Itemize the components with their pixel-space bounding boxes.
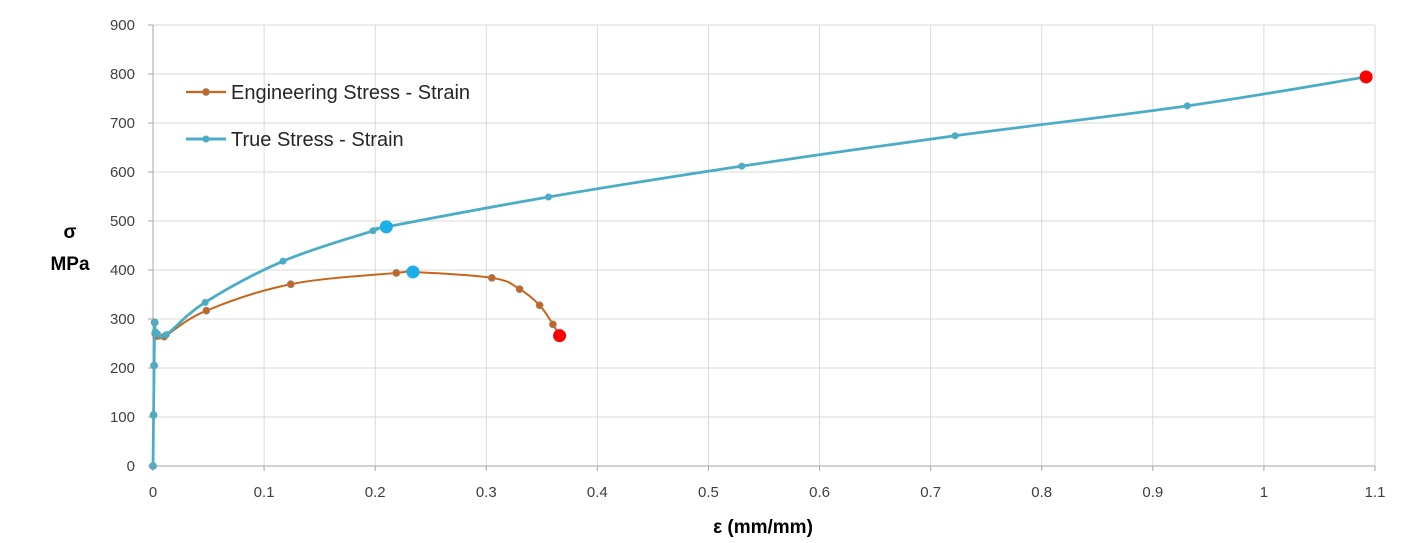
data-point xyxy=(487,273,496,282)
data-point xyxy=(153,330,161,338)
x-axis-title: ε (mm/mm) xyxy=(713,517,813,538)
y-tick-label: 900 xyxy=(110,17,135,34)
x-tick-label: 1.1 xyxy=(1365,484,1386,501)
y-axis-title-symbol: σ xyxy=(64,222,77,243)
x-tick-label: 0.9 xyxy=(1142,484,1163,501)
legend-marker-swatch xyxy=(202,135,210,143)
data-point xyxy=(515,285,524,294)
data-point xyxy=(369,227,377,235)
data-point xyxy=(150,362,158,370)
series-line xyxy=(152,270,561,467)
x-tick-label: 1 xyxy=(1260,484,1268,501)
data-point xyxy=(738,162,746,170)
y-tick-label: 800 xyxy=(110,66,135,83)
y-axis-title-unit: MPa xyxy=(50,254,90,275)
data-point xyxy=(279,257,287,265)
y-tick-label: 400 xyxy=(110,262,135,279)
y-tick-label: 300 xyxy=(110,311,135,328)
legend-item-true: True Stress - Strain xyxy=(186,129,404,151)
x-tick-label: 0.3 xyxy=(476,484,497,501)
x-tick-label: 0.2 xyxy=(365,484,386,501)
max-stress-marker xyxy=(379,220,393,234)
series-1 xyxy=(149,70,1373,470)
legend-marker-swatch xyxy=(202,88,210,96)
legend-item-engineering: Engineering Stress - Strain xyxy=(186,82,470,104)
legend-label-true: True Stress - Strain xyxy=(231,129,404,151)
legend: Engineering Stress - Strain True Stress … xyxy=(186,82,470,151)
x-tick-label: 0.7 xyxy=(920,484,941,501)
fracture-point-marker xyxy=(1359,70,1373,84)
y-tick-label: 700 xyxy=(110,115,135,132)
y-tick-label: 200 xyxy=(110,360,135,377)
data-point xyxy=(151,318,159,326)
data-point xyxy=(1183,102,1191,110)
data-point xyxy=(286,280,295,289)
data-point xyxy=(150,411,158,419)
y-tick-label: 500 xyxy=(110,213,135,230)
x-tick-label: 0.4 xyxy=(587,484,608,501)
tick-labels: 0 100 200 300 400 500 600 700 800 900 0 0.1 0.2 0.3 0.… xyxy=(110,17,1385,501)
x-tick-label: 0.5 xyxy=(698,484,719,501)
legend-label-engineering: Engineering Stress - Strain xyxy=(231,82,470,104)
x-tick-label: 0.8 xyxy=(1031,484,1052,501)
data-point xyxy=(549,320,557,329)
fracture-point-marker xyxy=(553,329,567,343)
y-tick-label: 0 xyxy=(127,458,135,475)
data-point xyxy=(201,298,209,306)
x-tick-label: 0.6 xyxy=(809,484,830,501)
data-point xyxy=(149,462,157,470)
y-tick-label: 100 xyxy=(110,409,135,426)
x-tick-label: 0 xyxy=(149,484,157,501)
series-0 xyxy=(149,265,567,470)
data-point xyxy=(951,132,959,140)
y-tick-label: 600 xyxy=(110,164,135,181)
series-layer xyxy=(149,70,1373,470)
data-point xyxy=(392,269,401,277)
max-stress-marker xyxy=(406,265,420,279)
grid-lines xyxy=(153,24,1376,466)
data-point xyxy=(544,193,552,201)
data-point xyxy=(535,301,544,310)
data-point xyxy=(162,331,170,339)
data-point xyxy=(202,306,211,315)
x-tick-label: 0.1 xyxy=(254,484,275,501)
